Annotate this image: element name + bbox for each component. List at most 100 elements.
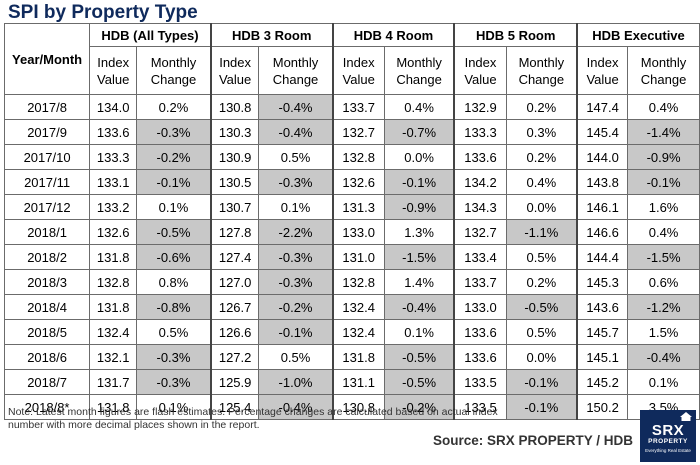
index-value-cell: 144.0 — [576, 144, 629, 170]
index-value-cell: 127.0 — [209, 269, 260, 295]
logo-line-3: Everything Real Estate — [645, 448, 691, 453]
monthly-change-cell: -0.4% — [627, 344, 700, 370]
monthly-change-header: Monthly Change — [136, 46, 212, 95]
house-icon — [680, 412, 692, 421]
index-value-cell: 130.7 — [209, 194, 260, 220]
monthly-change-cell: -0.4% — [258, 394, 334, 420]
monthly-change-cell: 0.1% — [627, 369, 700, 395]
monthly-change-cell: -1.5% — [627, 244, 700, 270]
index-value-cell: 133.5 — [453, 369, 507, 395]
index-value-cell: 131.3 — [331, 194, 385, 220]
index-value-cell: 132.6 — [89, 219, 138, 245]
monthly-change-cell: -0.5% — [383, 344, 455, 370]
monthly-change-cell: 0.4% — [627, 94, 700, 120]
monthly-change-cell: 0.6% — [627, 269, 700, 295]
monthly-change-cell: -0.5% — [136, 219, 212, 245]
month-cell: 2017/12 — [3, 194, 91, 220]
table-row: 2018/1 132.6 -0.5% 127.8 -2.2% 133.0 1.3% 132.7… — [3, 219, 700, 245]
year-month-header: Year/Month — [3, 23, 91, 95]
monthly-change-cell: -1.1% — [505, 219, 578, 245]
index-value-cell: 145.2 — [576, 369, 629, 395]
monthly-change-cell: 0.1% — [136, 194, 212, 220]
monthly-change-cell: -0.1% — [383, 169, 455, 195]
monthly-change-cell: -0.2% — [136, 144, 212, 170]
monthly-change-cell: -0.2% — [258, 294, 334, 320]
index-value-cell: 127.8 — [209, 219, 260, 245]
month-cell: 2018/5 — [3, 319, 91, 345]
monthly-change-header: Monthly Change — [627, 46, 700, 95]
monthly-change-cell: 0.4% — [627, 219, 700, 245]
index-value-cell: 126.6 — [209, 319, 260, 345]
index-value-header: Index Value — [576, 46, 629, 95]
index-value-cell: 130.9 — [209, 144, 260, 170]
logo-line-1: SRX — [651, 422, 685, 439]
index-value-cell: 126.7 — [209, 294, 260, 320]
index-value-cell: 133.4 — [453, 244, 507, 270]
month-cell: 2018/4 — [3, 294, 91, 320]
index-value-cell: 145.7 — [576, 319, 629, 345]
index-value-cell: 127.4 — [209, 244, 260, 270]
monthly-change-cell: -0.1% — [258, 319, 334, 345]
index-value-cell: 133.6 — [453, 319, 507, 345]
index-value-cell: 132.9 — [453, 94, 507, 120]
index-value-cell: 150.2 — [576, 394, 629, 420]
index-value-cell: 134.3 — [453, 194, 507, 220]
table-row: 2018/2 131.8 -0.6% 127.4 -0.3% 131.0 -1.5% 133.… — [3, 244, 700, 270]
index-value-header: Index Value — [331, 46, 385, 95]
monthly-change-cell: -0.3% — [258, 244, 334, 270]
monthly-change-cell: -0.5% — [505, 294, 578, 320]
monthly-change-cell: -0.5% — [383, 369, 455, 395]
index-value-cell: 146.1 — [576, 194, 629, 220]
monthly-change-cell: 0.5% — [505, 244, 578, 270]
monthly-change-cell: 1.3% — [383, 219, 455, 245]
monthly-change-cell: 0.4% — [505, 169, 578, 195]
month-cell: 2018/8* — [3, 394, 91, 420]
monthly-change-cell: -0.9% — [627, 144, 700, 170]
monthly-change-header: Monthly Change — [258, 46, 334, 95]
monthly-change-cell: -0.3% — [258, 169, 334, 195]
index-value-cell: 143.8 — [576, 169, 629, 195]
index-value-cell: 147.4 — [576, 94, 629, 120]
monthly-change-cell: -0.1% — [627, 169, 700, 195]
index-value-cell: 132.8 — [331, 144, 385, 170]
monthly-change-cell: 0.8% — [136, 269, 212, 295]
logo-line-2: PROPERTY — [648, 438, 688, 445]
monthly-change-cell: -0.4% — [383, 294, 455, 320]
monthly-change-cell: -1.0% — [258, 369, 334, 395]
monthly-change-cell: 0.0% — [383, 144, 455, 170]
index-value-cell: 130.3 — [209, 119, 260, 145]
index-value-cell: 132.4 — [331, 294, 385, 320]
group-header: HDB 4 Room — [331, 23, 455, 47]
index-value-cell: 146.6 — [576, 219, 629, 245]
table-row: 2018/3 132.8 0.8% 127.0 -0.3% 132.8 1.4% 133.7 0… — [3, 269, 700, 295]
monthly-change-cell: 0.4% — [383, 94, 455, 120]
page-title: SPI by Property Type — [8, 2, 198, 23]
index-value-cell: 134.0 — [89, 94, 138, 120]
spi-table: Year/Month HDB (All Types) HDB 3 Room HD… — [3, 23, 700, 420]
month-cell: 2018/6 — [3, 344, 91, 370]
index-value-cell: 132.4 — [331, 319, 385, 345]
index-value-cell: 145.1 — [576, 344, 629, 370]
index-value-cell: 133.1 — [89, 169, 138, 195]
month-cell: 2017/10 — [3, 144, 91, 170]
monthly-change-cell: 0.5% — [136, 319, 212, 345]
monthly-change-cell: 1.4% — [383, 269, 455, 295]
srx-logo: SRX PROPERTY Everything Real Estate — [640, 410, 696, 462]
index-value-cell: 133.3 — [453, 119, 507, 145]
index-value-cell: 143.6 — [576, 294, 629, 320]
monthly-change-cell: -0.7% — [383, 119, 455, 145]
index-value-header: Index Value — [209, 46, 260, 95]
monthly-change-cell: -0.6% — [136, 244, 212, 270]
monthly-change-cell: 0.3% — [505, 119, 578, 145]
table-row: 2018/4 131.8 -0.8% 126.7 -0.2% 132.4 -0.4% 133.… — [3, 294, 700, 320]
month-cell: 2017/8 — [3, 94, 91, 120]
index-value-cell: 133.6 — [453, 344, 507, 370]
monthly-change-cell: -0.3% — [136, 119, 212, 145]
index-value-cell: 133.3 — [89, 144, 138, 170]
monthly-change-cell: 0.5% — [258, 144, 334, 170]
table-row: 2018/7 131.7 -0.3% 125.9 -1.0% 131.1 -0.5% 133.… — [3, 369, 700, 395]
monthly-change-header: Monthly Change — [383, 46, 455, 95]
source-label: Source: SRX PROPERTY / HDB — [433, 433, 634, 448]
index-value-cell: 132.6 — [331, 169, 385, 195]
index-value-cell: 132.8 — [331, 269, 385, 295]
